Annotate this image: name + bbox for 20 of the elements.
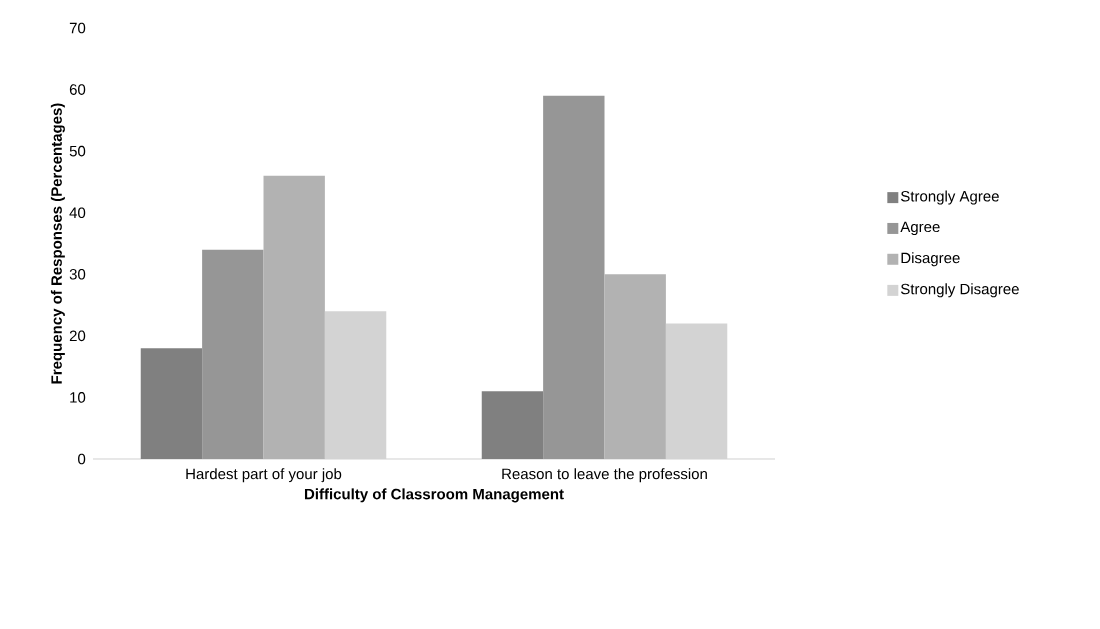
legend-label: Strongly Agree [901,190,999,205]
bar [665,323,728,459]
legend-label: Agree [900,221,940,236]
x-axis-title: Difficulty of Classroom Management [304,488,564,503]
y-tick-label: 70 [69,22,86,34]
x-tick-label: Hardest part of your job [186,468,342,483]
y-axis-title: Frequency of Responses (Percentages) [50,103,65,384]
bar [604,274,666,459]
legend-label: Strongly Disagree [901,283,1019,298]
y-tick-label: 30 [69,268,86,280]
y-tick-label: 0 [78,453,86,465]
y-tick-label: 20 [69,330,86,342]
y-tick-label: 50 [69,145,86,157]
y-tick-label: 40 [69,207,86,219]
bar [324,311,387,459]
legend-label: Disagree [901,252,960,267]
bar [263,175,325,459]
y-tick-label: 10 [70,392,86,403]
y-tick-label: 60 [69,84,86,95]
x-tick-label: Reason to leave the profession [502,468,707,483]
